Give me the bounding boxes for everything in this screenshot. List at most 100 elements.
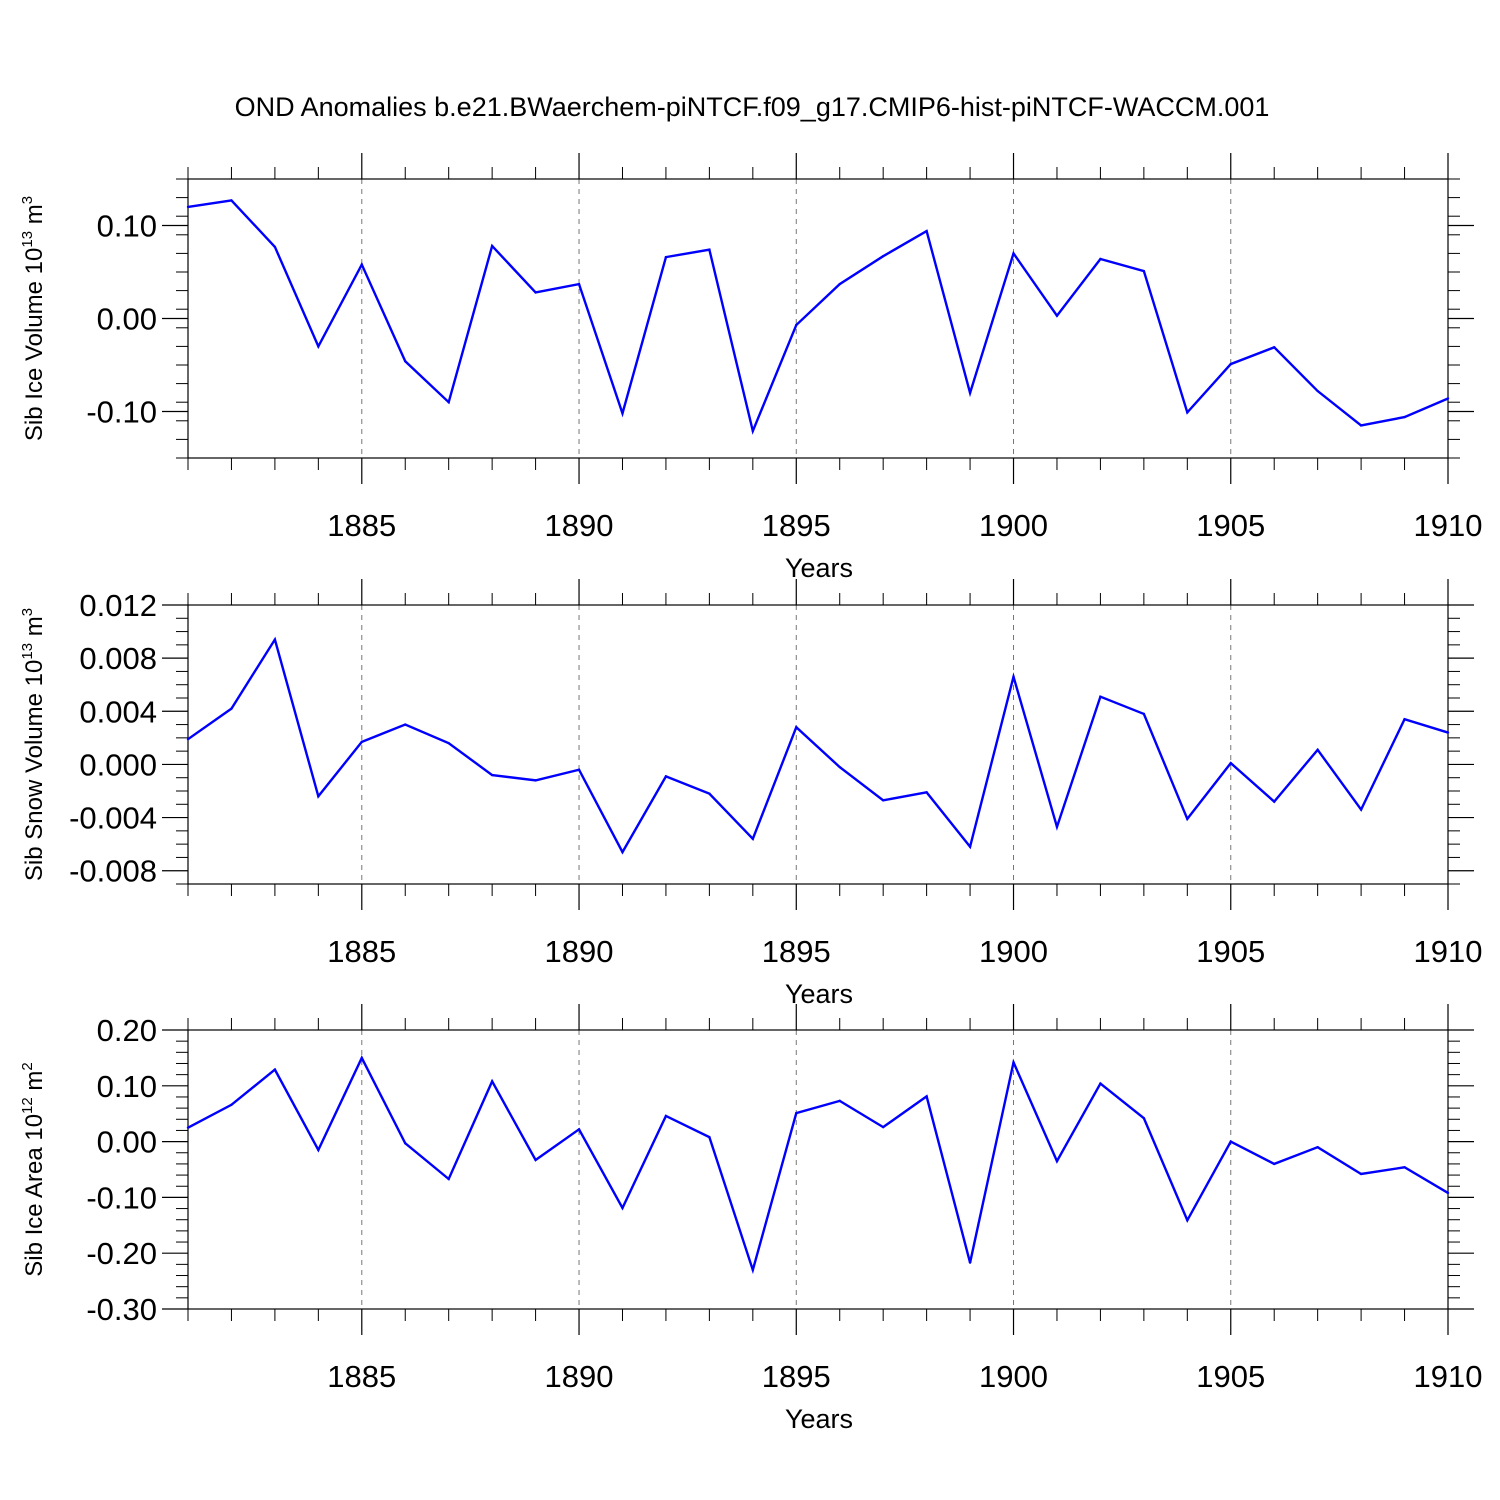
x-tick-label: 1895 [762,934,831,969]
data-point [404,360,407,363]
y-axis-label: Sib Ice Volume 1013 m3 [19,196,48,441]
data-point [1142,269,1146,273]
data-point [881,1125,885,1129]
x-tick-label: 1885 [327,934,396,969]
plot-frame [187,604,1449,885]
data-point [1142,712,1146,716]
y-tick-label: 0.00 [97,1125,157,1160]
data-point [838,282,841,286]
data-point [1229,362,1232,366]
data-point [1316,389,1319,393]
series-line [187,1055,1449,1275]
series-line [187,636,1449,855]
data-point [708,248,711,251]
data-point [708,1135,711,1139]
data-point [795,726,798,729]
x-tick-label: 1895 [762,1359,831,1394]
data-point [447,741,450,745]
data-point [1055,1159,1059,1163]
x-axis-label: Years [785,553,853,583]
data-point [925,229,928,233]
data-point [1099,695,1102,698]
data-point [1012,252,1015,255]
data-point [447,1177,450,1181]
data-point [577,768,581,771]
y-axis-label-yunit: m [21,616,48,636]
data-point [1403,718,1406,721]
x-tick-label: 1905 [1196,1359,1265,1394]
data-point [317,345,320,348]
data-point [534,1158,537,1162]
x-tick-label: 1905 [1196,934,1265,969]
data-point [360,740,363,744]
panels: 1885 1890 1895 1900 1905 1910 -0.10 0.00 0.10 Yea… [19,153,1482,1434]
data-point [751,1268,755,1272]
data-point [1446,1191,1450,1195]
y-axis-label-yunit-pow: 3 [19,196,36,204]
data-point [795,323,798,327]
data-point [1186,1219,1189,1222]
data-point [534,291,537,294]
data-point [1359,1172,1363,1176]
y-axis-label-ylabel: Sib Snow Volume 10 [21,660,48,881]
y-axis-label-ylabel: Sib Ice Area 10 [21,1114,48,1277]
data-point [1186,411,1189,414]
data-point [621,1206,624,1210]
data-point [925,1095,928,1098]
data-point [1273,1162,1276,1166]
x-axis-label: Years [785,979,853,1009]
y-tick-label: -0.20 [86,1236,157,1271]
x-tick-label: 1885 [327,1359,396,1394]
x-tick-label: 1895 [762,508,831,543]
data-point [1403,1166,1406,1169]
plot-frame [187,178,1449,459]
data-point [1055,825,1059,829]
panel-ice-volume: 1885 1890 1895 1900 1905 1910 -0.10 0.00 0.10 Yea… [19,153,1482,583]
data-point [490,773,494,777]
data-point [490,244,494,248]
y-tick-label: 0.10 [97,1069,157,1104]
y-axis-label-space [21,636,48,643]
data-point [1316,748,1319,752]
data-point [577,282,581,286]
data-point [186,1126,190,1129]
y-axis-label-space [21,1091,48,1098]
y-tick-label: 0.012 [79,588,157,623]
data-point [838,1099,841,1103]
x-tick-label: 1910 [1414,1359,1483,1394]
data-point [968,1261,972,1264]
data-point [1359,808,1363,811]
data-point [1229,1140,1232,1143]
data-point [1446,731,1450,734]
y-axis-label-yunit-pow: 2 [19,1062,36,1070]
data-point [1273,800,1276,803]
data-point [273,1068,277,1071]
data-point [795,1111,798,1115]
x-tick-label: 1890 [545,934,614,969]
data-point [751,429,755,433]
data-point [360,263,363,266]
y-tick-label: -0.004 [69,801,157,836]
data-point [273,245,277,249]
data-point [925,791,928,794]
data-point [404,1142,407,1145]
data-point [447,401,450,404]
data-point [838,765,841,769]
data-point [1316,1145,1319,1149]
data-point [968,391,972,395]
data-point [881,254,885,258]
y-tick-label: 0.000 [79,747,157,782]
data-point [664,1114,668,1118]
x-tick-label: 1900 [979,508,1048,543]
data-point [1012,675,1015,678]
y-tick-label: -0.008 [69,854,157,889]
data-point [708,792,711,795]
y-axis-label: Sib Ice Area 1012 m2 [19,1062,48,1276]
y-tick-label: 0.10 [97,209,157,244]
y-axis-label: Sib Snow Volume 1013 m3 [19,608,48,881]
y-tick-label: -0.30 [86,1292,157,1327]
data-point [186,205,190,209]
data-point [317,1148,320,1152]
x-tick-label: 1885 [327,508,396,543]
